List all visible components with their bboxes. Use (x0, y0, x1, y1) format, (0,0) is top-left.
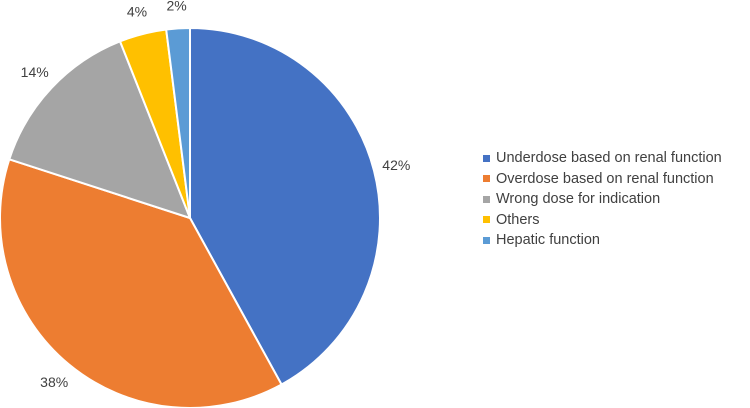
pie-slice-wrong-dose-for-indication (8, 40, 191, 219)
legend-swatch (483, 195, 490, 203)
legend-swatch (483, 175, 490, 183)
legend-item-overdose-renal: Overdose based on renal function (483, 169, 722, 190)
data-label-underdose-based-on-renal-function: 42% (382, 157, 410, 173)
pie-slice-underdose-based-on-renal-function (189, 27, 381, 386)
legend: Underdose based on renal function Overdo… (483, 148, 722, 251)
legend-item-others: Others (483, 210, 722, 231)
legend-label: Underdose based on renal function (496, 150, 722, 167)
legend-swatch (483, 236, 490, 244)
pie-slices (0, 27, 381, 408)
pie-slice-hepatic-function (165, 27, 191, 219)
legend-label: Hepatic function (496, 232, 600, 249)
legend-label: Wrong dose for indication (496, 191, 661, 208)
legend-item-wrong-dose: Wrong dose for indication (483, 189, 722, 210)
legend-item-underdose-renal: Underdose based on renal function (483, 148, 722, 169)
legend-swatch (483, 154, 490, 162)
legend-label: Others (496, 211, 540, 228)
pie-data-labels: 42% 38% 14% 4% 2% (21, 0, 411, 390)
pie-slice-overdose-based-on-renal-function (0, 158, 283, 408)
data-label-others: 4% (127, 4, 147, 20)
data-label-overdose-based-on-renal-function: 38% (40, 374, 68, 390)
data-label-wrong-dose-for-indication: 14% (21, 64, 49, 80)
legend-label: Overdose based on renal function (496, 170, 714, 187)
legend-item-hepatic: Hepatic function (483, 230, 722, 251)
legend-swatch (483, 216, 490, 224)
data-label-hepatic-function: 2% (166, 0, 186, 13)
